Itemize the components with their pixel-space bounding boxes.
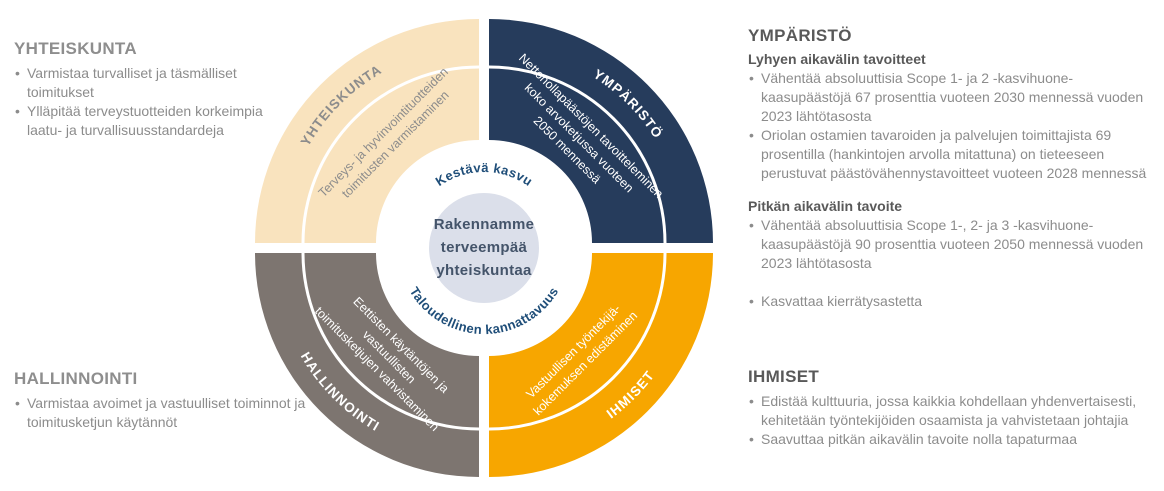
panel-yhteiskunta: YHTEISKUNTA • Varmistaa turvalliset ja tä… — [14, 39, 272, 140]
bullet-marker: • — [749, 217, 754, 233]
bullet-text: Varmistaa avoimet ja vastuulliset toimin… — [27, 395, 306, 430]
quadrant-separator-arc — [301, 252, 480, 431]
bullet-text: Oriolan ostamien tavaroiden ja palveluje… — [761, 127, 1147, 181]
bullet-item: • Vähentää absoluuttisia Scope 1-, 2- ja … — [748, 216, 1152, 273]
bullet-item: • Edistää kulttuuria, jossa kaikkia kohde… — [748, 392, 1158, 430]
bullet-marker: • — [749, 293, 754, 309]
bullet-marker: • — [749, 127, 754, 143]
panel-ihmiset-title: IHMISET — [748, 367, 820, 386]
panel-ihmiset-list: • Edistää kulttuuria, jossa kaikkia kohde… — [748, 392, 1158, 449]
long-term-heading: Pitkän aikavälin tavoite — [748, 198, 903, 214]
quadrant-separator-arc — [301, 65, 480, 244]
panel-yhteiskunta-list: • Varmistaa turvalliset ja täsmälliset to… — [14, 64, 272, 140]
center-text-line: Rakennamme — [434, 216, 535, 233]
quadrant-separator-arc — [488, 65, 667, 244]
bullet-item: • Kasvattaa kierrätysastetta — [748, 292, 1152, 311]
bullet-text: Vähentää absoluuttisia Scope 1-, 2- ja 3… — [761, 217, 1144, 271]
bullet-item: • Vähentää absoluuttisia Scope 1- ja 2 -k… — [748, 69, 1152, 126]
bullet-text: Saavuttaa pitkän aikavälin tavoite nolla… — [761, 431, 1077, 447]
bullet-item: • Varmistaa avoimet ja vastuulliset toimi… — [14, 394, 316, 432]
bullet-text: Vähentää absoluuttisia Scope 1- ja 2 -ka… — [761, 70, 1144, 124]
quadrant-ymparisto: YMPÄRISTÖ Nettonollapäästöjen tavoittele… — [488, 19, 713, 244]
panel-hallinnointi-title: HALLINNOINTI — [14, 369, 138, 388]
panel-ihmiset: IHMISET • Edistää kulttuuria, jossa kaikk… — [748, 367, 1158, 449]
short-term-heading: Lyhyen aikavälin tavoitteet — [748, 51, 926, 67]
long-term-list: • Vähentää absoluuttisia Scope 1-, 2- ja … — [748, 216, 1152, 311]
bullet-item: • Oriolan ostamien tavaroiden ja palveluj… — [748, 126, 1152, 183]
ring-label-top: Kestävä kasvu — [433, 160, 536, 189]
bullet-marker: • — [15, 395, 20, 411]
bullet-text: Edistää kulttuuria, jossa kaikkia kohdel… — [761, 393, 1137, 428]
panel-ymparisto: YMPÄRISTÖ Lyhyen aikavälin tavoitteet • V… — [748, 26, 1152, 311]
bullet-marker: • — [749, 70, 754, 86]
bullet-text: Kasvattaa kierrätysastetta — [761, 293, 923, 309]
bullet-marker: • — [15, 65, 20, 81]
bullet-item: • Ylläpitää terveystuotteiden korkeimpia … — [14, 102, 272, 140]
panel-hallinnointi-list: • Varmistaa avoimet ja vastuulliset toimi… — [14, 394, 316, 432]
bullet-item: • Saavuttaa pitkän aikavälin tavoite noll… — [748, 430, 1158, 449]
bullet-marker: • — [749, 431, 754, 447]
panel-hallinnointi: HALLINNOINTI • Varmistaa avoimet ja vastu… — [14, 369, 316, 432]
center-text-line: terveempää — [441, 239, 528, 256]
panel-yhteiskunta-title: YHTEISKUNTA — [14, 39, 137, 58]
quadrant-ihmiset: IHMISET Vastuullisen työntekijä- kokemuk… — [488, 252, 713, 477]
sustainability-wheel: YHTEISKUNTA Terveys- ja hyvinvointituott… — [255, 19, 713, 477]
quadrant-yhteiskunta: YHTEISKUNTA Terveys- ja hyvinvointituott… — [255, 19, 480, 244]
quadrant-separator-arc — [488, 252, 667, 431]
panel-ymparisto-title: YMPÄRISTÖ — [748, 26, 852, 45]
short-term-list: • Vähentää absoluuttisia Scope 1- ja 2 -k… — [748, 69, 1152, 183]
center-text-line: yhteiskuntaa — [436, 262, 532, 279]
bullet-marker: • — [749, 393, 754, 409]
bullet-marker: • — [15, 103, 20, 119]
bullet-text: Varmistaa turvalliset ja täsmälliset toi… — [27, 65, 237, 100]
center-circle — [429, 193, 539, 303]
bullet-item: • Varmistaa turvalliset ja täsmälliset to… — [14, 64, 272, 102]
bullet-text: Ylläpitää terveystuotteiden korkeimpia l… — [27, 103, 263, 138]
